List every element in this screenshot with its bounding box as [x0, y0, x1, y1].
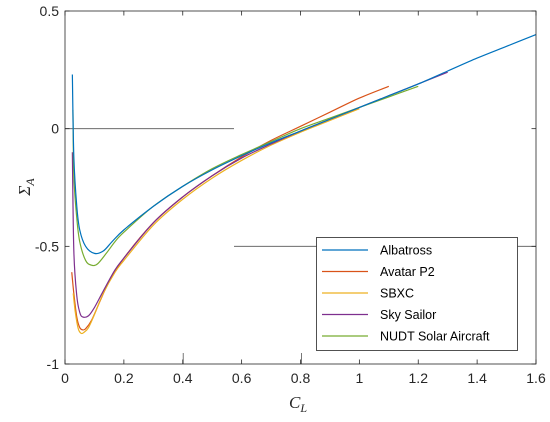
x-tick-label: 0	[61, 370, 69, 386]
series-line-sbxc	[72, 108, 360, 335]
y-tick-label: -1	[47, 356, 60, 372]
x-tick-label: 1.6	[526, 370, 546, 386]
legend-label: Sky Sailor	[380, 308, 436, 322]
x-tick-label: 1.2	[409, 370, 429, 386]
x-axis-title-subscript: L	[299, 401, 307, 415]
series-line-nudt-solar-aircraft	[72, 85, 419, 267]
legend: Albatross Avatar P2 SBXC Sky Sailor NUDT Sol…	[316, 237, 518, 351]
ticks-layer: 0 0.2 0.4 0.6 0.8 1 1.2 1.4 1.6 0.5 0 -0.5 -1	[35, 3, 546, 386]
y-axis-title-subscript: A	[23, 178, 37, 187]
series-line-albatross	[71, 33, 537, 255]
y-axis-title: ΣA	[15, 178, 37, 197]
x-tick-label: 0.6	[232, 370, 252, 386]
x-tick-label: 0.4	[173, 370, 193, 386]
x-tick-label: 1	[355, 370, 363, 386]
y-tick-label: 0	[51, 121, 59, 137]
legend-label: Albatross	[380, 244, 432, 258]
y-tick-label: 0.5	[40, 3, 60, 19]
legend-box	[316, 237, 518, 351]
legend-label: NUDT Solar Aircraft	[380, 330, 490, 344]
x-tick-label: 0.8	[291, 370, 311, 386]
y-tick-label: -0.5	[35, 238, 59, 254]
x-tick-label: 0.2	[114, 370, 134, 386]
legend-label: SBXC	[380, 287, 414, 301]
x-tick-label: 1.4	[467, 370, 487, 386]
series-layer	[71, 33, 537, 335]
x-axis-title: CL	[289, 393, 307, 415]
legend-label: Avatar P2	[380, 265, 435, 279]
